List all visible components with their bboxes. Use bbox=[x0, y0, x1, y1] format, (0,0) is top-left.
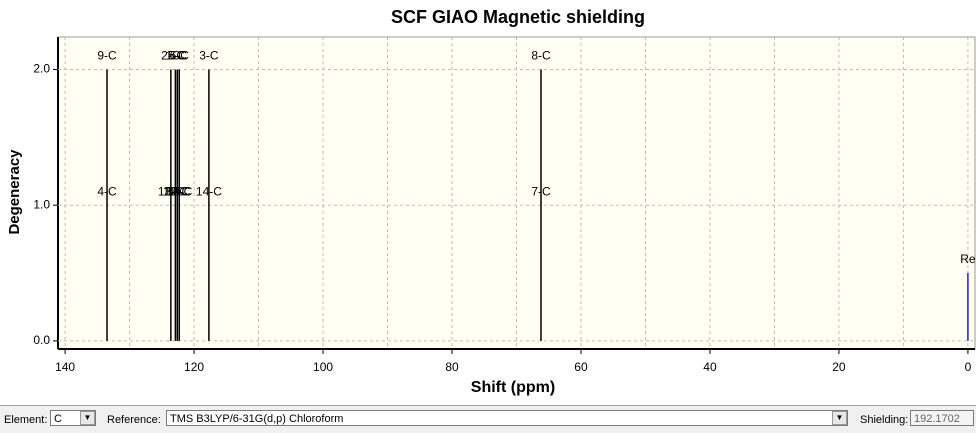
y-tick-label: 0.0 bbox=[33, 333, 50, 347]
shielding-field: 192.1702 bbox=[910, 410, 974, 426]
dropdown-arrow[interactable]: ▼ bbox=[832, 411, 847, 425]
y-tick-label: 1.0 bbox=[33, 197, 50, 211]
peak-label: 3-C bbox=[199, 49, 219, 63]
peak-label: 4-C bbox=[97, 184, 117, 198]
peak-label: 9-C bbox=[97, 49, 117, 63]
dropdown-arrow[interactable]: ▼ bbox=[80, 411, 95, 425]
x-axis-label: Shift (ppm) bbox=[471, 379, 555, 396]
toolbar: Element: C ▼ Reference: TMS B3LYP/6-31G(… bbox=[0, 405, 976, 433]
reference-label: Reference: bbox=[107, 414, 161, 426]
peak-label: 11-C bbox=[163, 184, 188, 198]
peak-label: Re bbox=[960, 252, 976, 266]
x-tick-label: 100 bbox=[313, 360, 333, 374]
x-tick-label: 40 bbox=[703, 360, 717, 374]
peak-label: 12-C bbox=[164, 184, 190, 198]
x-tick-label: 120 bbox=[184, 360, 204, 374]
y-tick-label: 2.0 bbox=[33, 62, 50, 76]
peak-label: 5-C bbox=[168, 49, 188, 63]
peak-label: 2-C bbox=[161, 49, 181, 63]
y-axis-label: Degeneracy bbox=[6, 149, 23, 235]
x-tick-label: 20 bbox=[832, 360, 846, 374]
reference-select[interactable]: TMS B3LYP/6-31G(d,p) Chloroform bbox=[166, 410, 848, 426]
peak-label: 14-C bbox=[196, 184, 222, 198]
chart: SCF GIAO Magnetic shielding Shift (ppm) … bbox=[6, 7, 976, 396]
peak-label: 10-C bbox=[166, 184, 192, 198]
chart-title: SCF GIAO Magnetic shielding bbox=[391, 7, 645, 27]
peak-label: 8-C bbox=[531, 49, 551, 63]
x-tick-label: 60 bbox=[574, 360, 588, 374]
x-tick-label: 0 bbox=[965, 360, 972, 374]
peak-label: 1-C bbox=[166, 49, 186, 63]
x-tick-label: 140 bbox=[55, 360, 75, 374]
shielding-label: Shielding: bbox=[860, 414, 909, 426]
x-tick-label: 80 bbox=[445, 360, 459, 374]
peak-label: 6-C bbox=[170, 49, 190, 63]
element-label: Element: bbox=[4, 414, 48, 426]
peak-label: 7-C bbox=[531, 184, 551, 198]
